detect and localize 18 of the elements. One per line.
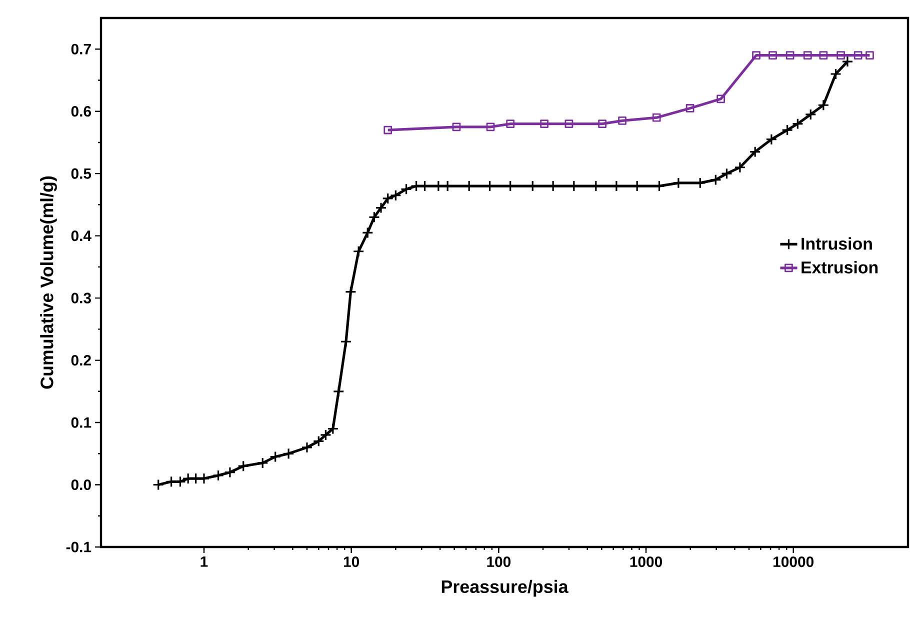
y-tick-label: 0.2 <box>71 355 91 366</box>
y-axis-title: Cumulative Volume(ml/g) <box>40 176 57 389</box>
y-tick-label: 0.4 <box>71 230 92 242</box>
x-tick-label: 1 <box>200 556 208 567</box>
y-tick-label: 0.5 <box>71 168 92 179</box>
y-tick-label: 0.0 <box>71 479 91 490</box>
y-tick-label: 0.7 <box>71 44 91 54</box>
y-tick-label: 0.3 <box>71 292 91 304</box>
x-axis-title: Preassure/psia <box>442 580 568 597</box>
y-tick-label: 0.1 <box>71 417 92 428</box>
x-tick-label: 10000 <box>774 556 814 568</box>
y-tick-label: -0.1 <box>66 542 92 552</box>
x-tick-label: 1000 <box>630 556 662 568</box>
legend-label: Intrusion <box>802 237 872 250</box>
x-tick-label: 10 <box>344 556 360 568</box>
y-tick-label: 0.6 <box>71 106 91 117</box>
legend-label: Extrusion <box>802 261 878 274</box>
x-tick-label: 100 <box>487 556 511 568</box>
